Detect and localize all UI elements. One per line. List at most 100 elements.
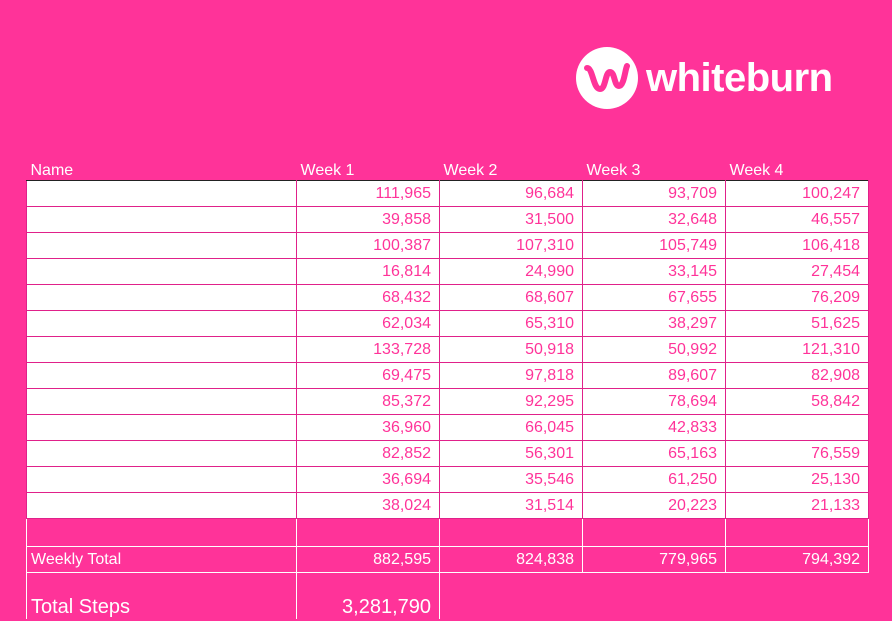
cell-week-2[interactable]: 56,301 (439, 440, 583, 467)
cell-week-3[interactable]: 93,709 (582, 180, 726, 207)
cell-week-3[interactable]: 67,655 (582, 284, 726, 311)
cell-name[interactable] (26, 466, 297, 493)
table-row: 133,728 50,918 50,992 121,310 (26, 336, 869, 363)
weekly-total-week-2[interactable]: 824,838 (439, 546, 583, 573)
cell-week-1[interactable]: 36,694 (296, 466, 440, 493)
header-week-4[interactable]: Week 4 (729, 162, 784, 179)
table-row: 39,858 31,500 32,648 46,557 (26, 206, 869, 233)
cell-week-4[interactable]: 58,842 (725, 388, 869, 415)
cell-week-2[interactable]: 31,514 (439, 492, 583, 519)
cell-name[interactable] (26, 180, 297, 207)
cell-week-3[interactable]: 42,833 (582, 414, 726, 441)
cell-week-1[interactable]: 100,387 (296, 232, 440, 259)
weekly-total-week-1[interactable]: 882,595 (296, 546, 440, 573)
cell-week-3[interactable]: 89,607 (582, 362, 726, 389)
weekly-total-label[interactable]: Weekly Total (26, 546, 297, 573)
cell-name[interactable] (26, 258, 297, 285)
table-row: 100,387 107,310 105,749 106,418 (26, 232, 869, 259)
cell-week-1[interactable]: 69,475 (296, 362, 440, 389)
empty-cell[interactable] (725, 518, 869, 547)
cell-week-3[interactable]: 105,749 (582, 232, 726, 259)
cell-week-2[interactable]: 50,918 (439, 336, 583, 363)
cell-week-3[interactable]: 20,223 (582, 492, 726, 519)
cell-week-4[interactable] (725, 414, 869, 441)
header-row: Name Week 1 Week 2 Week 3 Week 4 (27, 155, 869, 181)
cell-name[interactable] (26, 388, 297, 415)
cell-name[interactable] (26, 362, 297, 389)
cell-week-3[interactable]: 78,694 (582, 388, 726, 415)
cell-name[interactable] (26, 232, 297, 259)
cell-name[interactable] (26, 336, 297, 363)
cell-week-2[interactable]: 31,500 (439, 206, 583, 233)
cell-week-4[interactable]: 106,418 (725, 232, 869, 259)
cell-week-2[interactable]: 35,546 (439, 466, 583, 493)
cell-week-2[interactable]: 24,990 (439, 258, 583, 285)
cell-week-2[interactable]: 96,684 (439, 180, 583, 207)
cell-week-2[interactable]: 97,818 (439, 362, 583, 389)
total-steps-value[interactable]: 3,281,790 (296, 572, 440, 619)
empty-cell[interactable] (439, 518, 583, 547)
empty-cell (440, 573, 583, 620)
table-row: 69,475 97,818 89,607 82,908 (26, 362, 869, 389)
cell-name[interactable] (26, 414, 297, 441)
cell-week-3[interactable]: 33,145 (582, 258, 726, 285)
weekly-total-week-3[interactable]: 779,965 (582, 546, 726, 573)
cell-week-4[interactable]: 100,247 (725, 180, 869, 207)
empty-cell[interactable] (582, 518, 726, 547)
table-row: 16,814 24,990 33,145 27,454 (26, 258, 869, 285)
total-steps-row: Total Steps 3,281,790 (26, 572, 869, 620)
cell-week-4[interactable]: 27,454 (725, 258, 869, 285)
cell-week-2[interactable]: 65,310 (439, 310, 583, 337)
cell-week-1[interactable]: 36,960 (296, 414, 440, 441)
cell-week-1[interactable]: 62,034 (296, 310, 440, 337)
table-row: 38,024 31,514 20,223 21,133 (26, 492, 869, 519)
header-week-1[interactable]: Week 1 (300, 162, 355, 179)
header-week-3[interactable]: Week 3 (586, 162, 641, 179)
table-row: 68,432 68,607 67,655 76,209 (26, 284, 869, 311)
cell-week-1[interactable]: 82,852 (296, 440, 440, 467)
empty-cell[interactable] (26, 518, 297, 547)
table-row: 36,960 66,045 42,833 (26, 414, 869, 441)
cell-week-4[interactable]: 82,908 (725, 362, 869, 389)
cell-week-4[interactable]: 76,559 (725, 440, 869, 467)
cell-name[interactable] (26, 206, 297, 233)
cell-week-3[interactable]: 38,297 (582, 310, 726, 337)
cell-week-2[interactable]: 66,045 (439, 414, 583, 441)
cell-week-1[interactable]: 85,372 (296, 388, 440, 415)
total-steps-label[interactable]: Total Steps (26, 572, 297, 619)
cell-week-3[interactable]: 61,250 (582, 466, 726, 493)
cell-name[interactable] (26, 310, 297, 337)
weekly-total-week-4[interactable]: 794,392 (725, 546, 869, 573)
cell-week-4[interactable]: 21,133 (725, 492, 869, 519)
cell-week-1[interactable]: 111,965 (296, 180, 440, 207)
cell-week-3[interactable]: 32,648 (582, 206, 726, 233)
cell-week-2[interactable]: 107,310 (439, 232, 583, 259)
cell-week-4[interactable]: 51,625 (725, 310, 869, 337)
table-row: 82,852 56,301 65,163 76,559 (26, 440, 869, 467)
logo-text: whiteburn (646, 56, 833, 100)
whiteburn-logo: whiteburn (576, 46, 833, 110)
cell-week-3[interactable]: 50,992 (582, 336, 726, 363)
table-row: 85,372 92,295 78,694 58,842 (26, 388, 869, 415)
cell-name[interactable] (26, 440, 297, 467)
cell-week-4[interactable]: 76,209 (725, 284, 869, 311)
cell-week-1[interactable]: 38,024 (296, 492, 440, 519)
cell-week-3[interactable]: 65,163 (582, 440, 726, 467)
cell-week-1[interactable]: 133,728 (296, 336, 440, 363)
cell-week-1[interactable]: 39,858 (296, 206, 440, 233)
cell-week-1[interactable]: 68,432 (296, 284, 440, 311)
cell-week-4[interactable]: 121,310 (725, 336, 869, 363)
header-week-2[interactable]: Week 2 (443, 162, 498, 179)
empty-row (26, 518, 869, 547)
cell-week-2[interactable]: 92,295 (439, 388, 583, 415)
steps-table: Name Week 1 Week 2 Week 3 Week 4 111,965… (26, 155, 869, 619)
cell-week-4[interactable]: 46,557 (725, 206, 869, 233)
cell-week-1[interactable]: 16,814 (296, 258, 440, 285)
cell-week-2[interactable]: 68,607 (439, 284, 583, 311)
cell-name[interactable] (26, 492, 297, 519)
empty-cell[interactable] (296, 518, 440, 547)
cell-week-4[interactable]: 25,130 (725, 466, 869, 493)
cell-name[interactable] (26, 284, 297, 311)
empty-cell (583, 573, 726, 620)
header-name[interactable]: Name (30, 162, 74, 179)
